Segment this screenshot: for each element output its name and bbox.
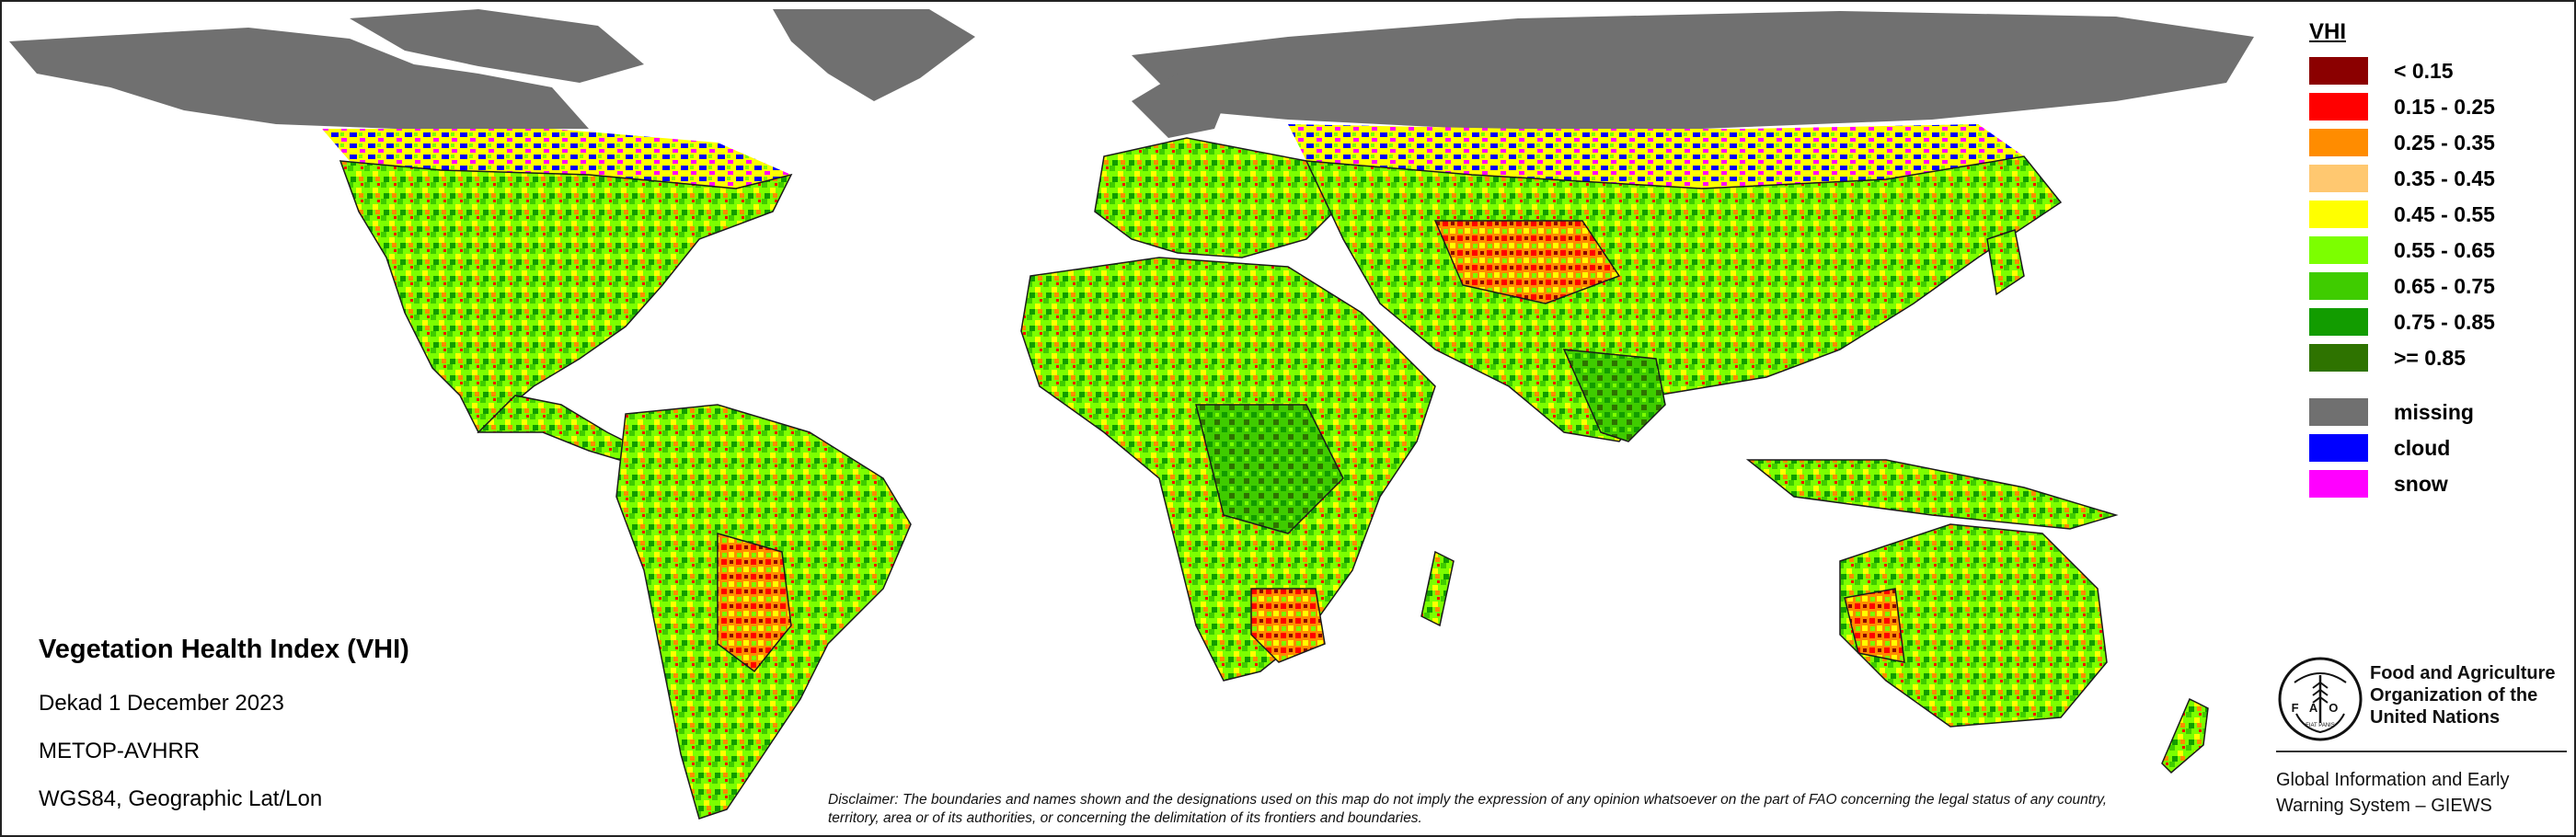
legend-swatch [2309, 57, 2368, 85]
legend-label: cloud [2394, 436, 2451, 460]
legend-swatch [2309, 165, 2368, 192]
map-info: Vegetation Health Index (VHI) Dekad 1 De… [39, 633, 409, 833]
india [1562, 349, 1666, 442]
legend-classes: < 0.15 0.15 - 0.25 0.25 - 0.35 0.35 - 0.… [2309, 53, 2567, 376]
legend-item: 0.45 - 0.55 [2309, 197, 2567, 233]
legend-swatch [2309, 236, 2368, 264]
legend-swatch [2309, 272, 2368, 300]
legend-label: snow [2394, 472, 2448, 496]
na-snow-belt [322, 129, 791, 189]
sensor-label: METOP-AVHRR [39, 739, 201, 763]
australia-west-dry [1844, 588, 1905, 663]
giews-name: Global Information and Early Warning Sys… [2276, 767, 2509, 819]
legend-swatch [2309, 201, 2368, 228]
europe [1094, 137, 1345, 258]
legend-item-missing: missing [2309, 395, 2567, 430]
map-title: Vegetation Health Index (VHI) [39, 635, 409, 664]
legend: VHI < 0.15 0.15 - 0.25 0.25 - 0.35 0.35 … [2309, 18, 2567, 502]
giews-line: Global Information and Early [2276, 770, 2510, 790]
scandinavia-north [1132, 74, 1233, 138]
legend-title: VHI [2309, 19, 2347, 44]
legend-item: >= 0.85 [2309, 340, 2567, 376]
eurasia-snow-belt [1288, 124, 2024, 189]
legend-label: < 0.15 [2394, 59, 2454, 83]
legend-swatch [2309, 398, 2368, 426]
madagascar [1420, 550, 1455, 627]
dekad-label: Dekad 1 December 2023 [39, 691, 284, 716]
snow-cloud-belt [322, 124, 2024, 189]
legend-swatch [2309, 129, 2368, 156]
legend-label: 0.75 - 0.85 [2394, 310, 2495, 334]
greenland [773, 9, 975, 101]
arctic-islands [350, 9, 644, 83]
fao-logo-icon: FAO FIAT PANIS [2278, 657, 2363, 741]
fao-name: Food and Agriculture Organization of the… [2370, 662, 2555, 728]
legend-item: 0.65 - 0.75 [2309, 269, 2567, 304]
legend-item: 0.35 - 0.45 [2309, 161, 2567, 197]
new-zealand [2161, 697, 2209, 774]
missing-data-regions [9, 9, 2254, 138]
legend-item-snow: snow [2309, 466, 2567, 502]
legend-label: 0.25 - 0.35 [2394, 131, 2495, 155]
legend-spacer [2309, 376, 2567, 395]
eurasia-arctic [1132, 11, 2254, 129]
legend-item: 0.15 - 0.25 [2309, 89, 2567, 125]
australia [1839, 523, 2108, 728]
north-america [339, 160, 793, 434]
legend-item-cloud: cloud [2309, 430, 2567, 466]
central-africa-wet [1195, 404, 1344, 534]
legend-swatch [2309, 308, 2368, 336]
fao-logo-motto: FIAT PANIS [2306, 723, 2335, 728]
legend-item: 0.75 - 0.85 [2309, 304, 2567, 340]
fao-name-line: Food and Agriculture [2370, 663, 2556, 683]
legend-label: 0.15 - 0.25 [2394, 95, 2495, 119]
legend-swatch [2309, 434, 2368, 462]
legend-label: 0.35 - 0.45 [2394, 166, 2495, 190]
disclaimer-text: Disclaimer: The boundaries and names sho… [828, 792, 2108, 826]
north-america-arctic [9, 28, 589, 129]
indonesia [1745, 459, 2119, 530]
japan [1986, 229, 2025, 296]
legend-label: missing [2394, 400, 2474, 424]
giews-line: Warning System – GIEWS [2276, 796, 2492, 816]
legend-label: >= 0.85 [2394, 346, 2467, 370]
legend-label: 0.55 - 0.65 [2394, 238, 2495, 262]
legend-item: 0.25 - 0.35 [2309, 125, 2567, 161]
projection-label: WGS84, Geographic Lat/Lon [39, 786, 323, 811]
legend-label: 0.45 - 0.55 [2394, 202, 2495, 226]
vegetation-regions [339, 137, 2209, 820]
legend-swatch [2309, 344, 2368, 372]
fao-logo-letters: FAO [2292, 701, 2350, 715]
fao-name-line: United Nations [2370, 707, 2501, 728]
fao-name-line: Organization of the [2370, 685, 2538, 705]
legend-item: 0.55 - 0.65 [2309, 233, 2567, 269]
legend-swatch [2309, 470, 2368, 498]
branding-divider [2276, 751, 2567, 752]
south-america-dry [717, 533, 792, 673]
central-asia-dry [1433, 220, 1621, 304]
legend-label: 0.65 - 0.75 [2394, 274, 2495, 298]
legend-swatch [2309, 93, 2368, 120]
legend-item: < 0.15 [2309, 53, 2567, 89]
legend-special-classes: missing cloud snow [2309, 395, 2567, 502]
southern-africa-dry [1250, 588, 1326, 663]
